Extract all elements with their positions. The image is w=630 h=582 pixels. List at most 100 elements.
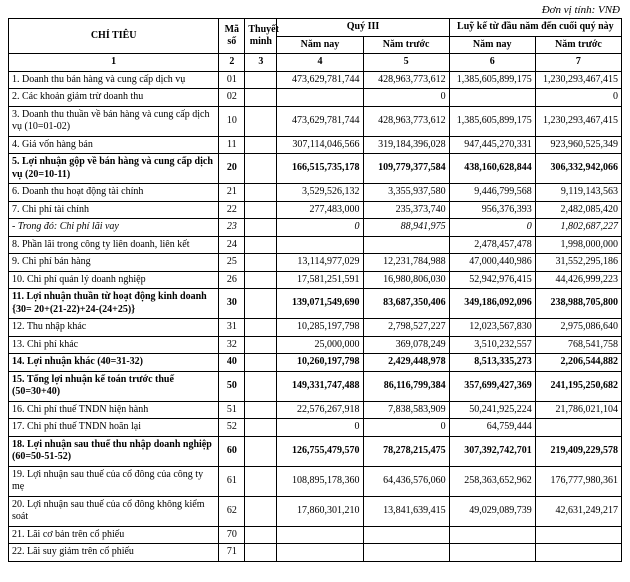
cell-tm xyxy=(245,154,277,184)
table-row: 21. Lãi cơ bản trên cổ phiếu70 xyxy=(9,526,622,544)
th-chi-tieu: CHỈ TIÊU xyxy=(9,19,219,54)
cell-ms: 52 xyxy=(219,419,245,437)
colnum-1: 1 xyxy=(9,54,219,72)
cell-q_nt: 13,841,639,415 xyxy=(363,496,449,526)
cell-q_nt: 83,687,350,406 xyxy=(363,289,449,319)
table-row: 2. Các khoản giảm trừ doanh thu0200 xyxy=(9,89,622,107)
table-row: 11. Lợi nhuận thuần từ hoạt động kinh do… xyxy=(9,289,622,319)
cell-ms: 10 xyxy=(219,106,245,136)
cell-ms: 40 xyxy=(219,354,245,372)
cell-ms: 70 xyxy=(219,526,245,544)
cell-l_nn: 357,699,427,369 xyxy=(449,371,535,401)
cell-q_nn xyxy=(277,544,363,562)
cell-tm xyxy=(245,371,277,401)
cell-ms: 21 xyxy=(219,184,245,202)
th-l-nam-nay: Năm nay xyxy=(449,36,535,54)
cell-q_nt: 428,963,773,612 xyxy=(363,106,449,136)
cell-tm xyxy=(245,496,277,526)
cell-tm xyxy=(245,89,277,107)
cell-l_nt: 306,332,942,066 xyxy=(535,154,621,184)
cell-q_nn: 126,755,479,570 xyxy=(277,436,363,466)
cell-ms: 61 xyxy=(219,466,245,496)
cell-label: 6. Doanh thu hoạt động tài chính xyxy=(9,184,219,202)
cell-l_nt: 923,960,525,349 xyxy=(535,136,621,154)
cell-l_nt: 9,119,143,563 xyxy=(535,184,621,202)
cell-l_nn: 52,942,976,415 xyxy=(449,271,535,289)
cell-l_nt: 176,777,980,361 xyxy=(535,466,621,496)
cell-label: 12. Thu nhập khác xyxy=(9,319,219,337)
cell-ms: 26 xyxy=(219,271,245,289)
colnum-6: 6 xyxy=(449,54,535,72)
cell-tm xyxy=(245,436,277,466)
cell-l_nn xyxy=(449,526,535,544)
cell-l_nn: 956,376,393 xyxy=(449,201,535,219)
cell-l_nn: 12,023,567,830 xyxy=(449,319,535,337)
cell-ms: 51 xyxy=(219,401,245,419)
table-row: 17. Chi phí thuế TNDN hoãn lại520064,759… xyxy=(9,419,622,437)
cell-l_nn: 8,513,335,273 xyxy=(449,354,535,372)
cell-l_nt xyxy=(535,526,621,544)
cell-q_nn: 149,331,747,488 xyxy=(277,371,363,401)
cell-label: 7. Chi phí tài chính xyxy=(9,201,219,219)
cell-tm xyxy=(245,401,277,419)
table-row: 1. Doanh thu bán hàng và cung cấp dịch v… xyxy=(9,71,622,89)
cell-label: 18. Lợi nhuận sau thuế thu nhập doanh ng… xyxy=(9,436,219,466)
cell-ms: 22 xyxy=(219,201,245,219)
cell-q_nt xyxy=(363,526,449,544)
cell-q_nn: 10,285,197,798 xyxy=(277,319,363,337)
cell-tm xyxy=(245,526,277,544)
cell-l_nn: 438,160,628,844 xyxy=(449,154,535,184)
cell-ms: 25 xyxy=(219,254,245,272)
cell-l_nt: 44,426,999,223 xyxy=(535,271,621,289)
cell-q_nn: 277,483,000 xyxy=(277,201,363,219)
cell-tm xyxy=(245,236,277,254)
cell-l_nt xyxy=(535,419,621,437)
table-row: 22. Lãi suy giảm trên cổ phiếu71 xyxy=(9,544,622,562)
cell-q_nt: 16,980,806,030 xyxy=(363,271,449,289)
cell-label: 13. Chi phí khác xyxy=(9,336,219,354)
cell-tm xyxy=(245,289,277,319)
cell-l_nt: 21,786,021,104 xyxy=(535,401,621,419)
cell-q_nt: 64,436,576,060 xyxy=(363,466,449,496)
cell-l_nt: 0 xyxy=(535,89,621,107)
cell-q_nn: 0 xyxy=(277,219,363,237)
cell-tm xyxy=(245,354,277,372)
cell-tm xyxy=(245,466,277,496)
table-row: 15. Tổng lợi nhuận kế toán trước thuế (5… xyxy=(9,371,622,401)
cell-q_nn: 0 xyxy=(277,419,363,437)
cell-label: 21. Lãi cơ bản trên cổ phiếu xyxy=(9,526,219,544)
th-q-nam-truoc: Năm trước xyxy=(363,36,449,54)
cell-l_nt: 768,541,758 xyxy=(535,336,621,354)
cell-l_nn: 50,241,925,224 xyxy=(449,401,535,419)
cell-q_nt: 7,838,583,909 xyxy=(363,401,449,419)
cell-q_nt: 0 xyxy=(363,419,449,437)
cell-tm xyxy=(245,336,277,354)
cell-ms: 02 xyxy=(219,89,245,107)
cell-q_nt: 319,184,396,028 xyxy=(363,136,449,154)
cell-q_nn: 22,576,267,918 xyxy=(277,401,363,419)
table-row: 3. Doanh thu thuần về bán hàng và cung c… xyxy=(9,106,622,136)
cell-q_nn: 17,581,251,591 xyxy=(277,271,363,289)
cell-tm xyxy=(245,71,277,89)
cell-ms: 60 xyxy=(219,436,245,466)
cell-label: 11. Lợi nhuận thuần từ hoạt động kinh do… xyxy=(9,289,219,319)
cell-ms: 20 xyxy=(219,154,245,184)
table-row: 14. Lợi nhuận khác (40=31-32)40 10,260,19… xyxy=(9,354,622,372)
cell-tm xyxy=(245,254,277,272)
cell-tm xyxy=(245,544,277,562)
cell-ms: 71 xyxy=(219,544,245,562)
cell-label: 5. Lợi nhuận gộp về bán hàng và cung cấp… xyxy=(9,154,219,184)
cell-tm xyxy=(245,419,277,437)
cell-l_nn xyxy=(449,89,535,107)
th-l-nam-truoc: Năm trước xyxy=(535,36,621,54)
th-q-nam-nay: Năm nay xyxy=(277,36,363,54)
cell-q_nn: 10,260,197,798 xyxy=(277,354,363,372)
th-quy3: Quý III xyxy=(277,19,449,37)
table-row: 5. Lợi nhuận gộp về bán hàng và cung cấp… xyxy=(9,154,622,184)
cell-l_nt: 2,206,544,882 xyxy=(535,354,621,372)
cell-q_nt: 78,278,215,475 xyxy=(363,436,449,466)
cell-label: 14. Lợi nhuận khác (40=31-32) xyxy=(9,354,219,372)
cell-l_nt: 2,482,085,420 xyxy=(535,201,621,219)
cell-l_nn: 349,186,092,096 xyxy=(449,289,535,319)
cell-label: 10. Chi phí quản lý doanh nghiệp xyxy=(9,271,219,289)
